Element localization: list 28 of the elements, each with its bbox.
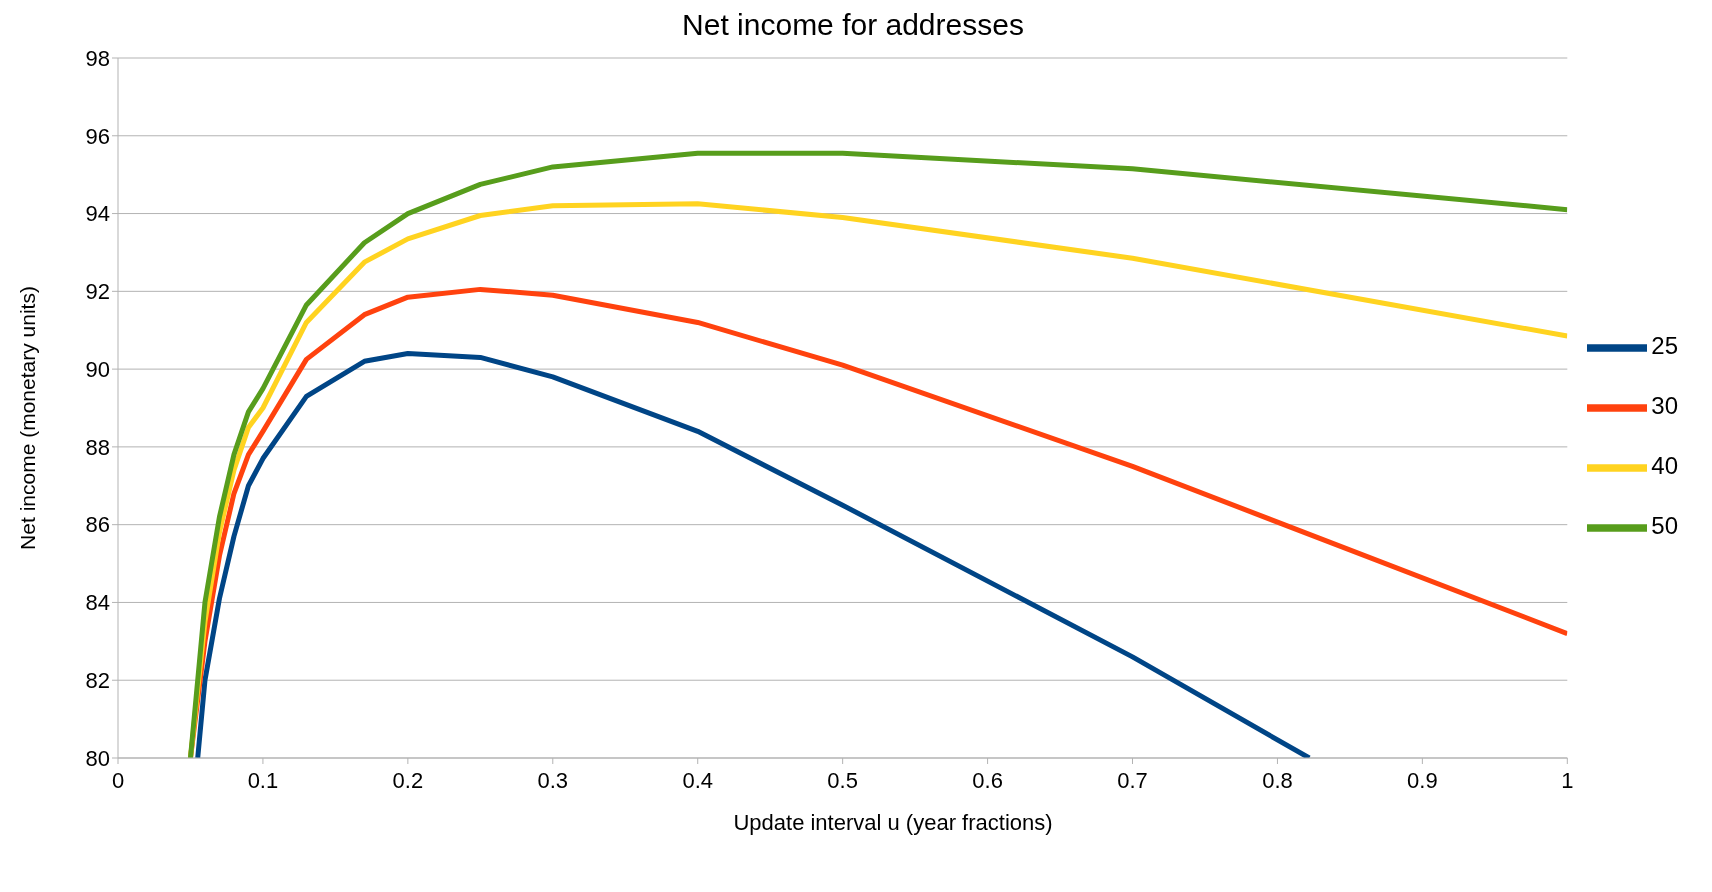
y-tick-label: 84 xyxy=(85,590,110,616)
y-tick-label: 86 xyxy=(85,512,110,538)
x-axis-title: Update interval u (year fractions) xyxy=(732,810,1054,836)
x-tick-label: 0.6 xyxy=(972,767,1003,793)
x-tick-label: 0.9 xyxy=(1407,767,1438,793)
legend-label: 25 xyxy=(1651,332,1678,360)
chart-title: Net income for addresses xyxy=(682,8,1024,41)
y-tick-label: 82 xyxy=(85,668,110,694)
x-tick-label: 0.4 xyxy=(682,767,714,793)
y-tick-label: 98 xyxy=(85,45,110,71)
legend-label: 40 xyxy=(1651,452,1678,480)
y-tick-label: 96 xyxy=(85,123,110,149)
x-tick-label: 1 xyxy=(1561,767,1574,793)
y-tick-label: 90 xyxy=(85,356,110,382)
x-tick-label: 0.3 xyxy=(537,767,569,793)
x-tick-label: 0 xyxy=(111,767,125,793)
x-tick-label: 0.5 xyxy=(827,767,858,793)
y-tick-label: 80 xyxy=(85,745,110,771)
legend-label: 50 xyxy=(1651,512,1678,540)
y-tick-label: 94 xyxy=(85,201,110,227)
x-tick-label: 0.8 xyxy=(1262,767,1293,793)
y-tick-label: 88 xyxy=(85,434,110,460)
x-tick-label: 0.7 xyxy=(1117,767,1148,793)
legend-label: 30 xyxy=(1651,392,1678,420)
x-tick-label: 0.1 xyxy=(247,767,279,793)
y-axis-title: Net income (monetary units) xyxy=(16,286,40,550)
x-tick-label: 0.2 xyxy=(392,767,424,793)
y-tick-label: 92 xyxy=(85,279,110,305)
